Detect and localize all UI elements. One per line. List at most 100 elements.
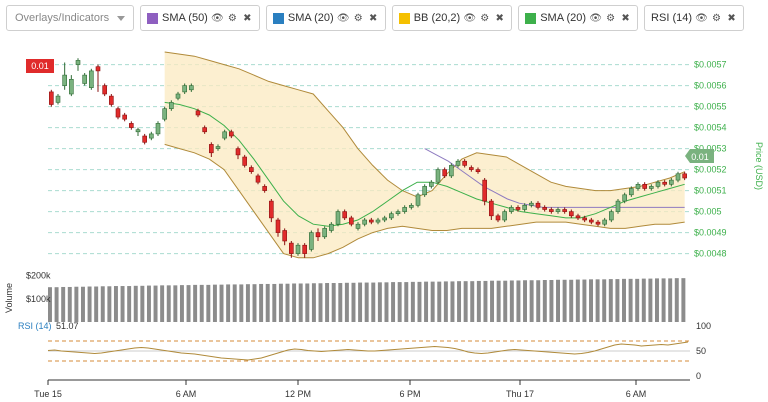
x-tick-label: 6 AM	[176, 389, 197, 399]
volume-bar	[318, 283, 323, 322]
volume-bar	[463, 281, 468, 322]
volume-bar	[450, 281, 455, 322]
candle-body	[169, 102, 174, 110]
volume-bar	[179, 285, 184, 322]
candle-body	[69, 78, 74, 95]
volume-bar	[48, 287, 52, 322]
candle-body	[129, 123, 134, 128]
indicator-chip-bb[interactable]: BB (20,2) 👁 ⚙ ✖	[391, 5, 513, 31]
indicator-chip-rsi[interactable]: RSI (14) 👁 ⚙ ✖	[644, 5, 745, 31]
volume-bar	[562, 279, 567, 322]
candle-body	[229, 131, 234, 137]
candle-body	[375, 219, 381, 223]
volume-bar	[100, 286, 105, 322]
volume-tick-label: $100k	[26, 294, 51, 304]
candle-body	[462, 160, 467, 166]
color-swatch	[525, 12, 537, 24]
bollinger-lower-line	[164, 143, 685, 259]
candle-body	[102, 85, 107, 95]
candle-body	[329, 223, 334, 231]
candle-body	[149, 133, 154, 139]
candle-body	[455, 160, 461, 166]
volume-bar	[54, 287, 59, 322]
candle-body	[335, 211, 341, 225]
left-price-badge-text: 0.01	[31, 61, 49, 71]
eye-icon[interactable]: 👁	[463, 12, 477, 24]
volume-bar	[674, 278, 679, 322]
volume-bar	[589, 279, 593, 322]
x-tick-label: Tue 15	[34, 389, 62, 399]
volume-bar	[278, 283, 283, 322]
indicator-label: RSI (14)	[651, 12, 693, 24]
volume-bar	[536, 280, 541, 322]
indicator-chip-sma50[interactable]: SMA (50) 👁 ⚙ ✖	[140, 5, 260, 31]
volume-bar	[259, 283, 264, 322]
candle-body	[382, 217, 387, 221]
indicator-label: BB (20,2)	[413, 12, 461, 24]
candle-body	[495, 215, 501, 221]
candle-body	[429, 181, 434, 187]
volume-bar	[186, 285, 191, 322]
close-icon[interactable]: ✖	[369, 12, 378, 24]
volume-tick-label: $200k	[26, 271, 51, 281]
volume-bar	[391, 282, 396, 322]
candle-body	[115, 108, 121, 118]
volume-bar	[615, 279, 620, 322]
candle-body	[209, 144, 214, 154]
candle-body	[402, 207, 407, 212]
candle-body	[669, 179, 674, 185]
volume-bar	[272, 283, 277, 322]
volume-bar	[107, 286, 112, 322]
volume-axis-title: Volume	[4, 283, 14, 313]
eye-icon[interactable]: 👁	[589, 12, 602, 24]
indicator-chip-sma20-green[interactable]: SMA (20) 👁 ⚙ ✖	[518, 5, 639, 31]
candle-body	[302, 244, 307, 254]
candle-body	[109, 95, 114, 105]
gear-icon[interactable]: ⚙	[712, 12, 721, 24]
candle-body	[89, 70, 94, 89]
volume-bar	[384, 282, 389, 322]
x-tick-label: 6 PM	[399, 389, 420, 399]
volume-bar	[569, 279, 574, 322]
candle-body	[222, 131, 227, 139]
gear-icon[interactable]: ⚙	[606, 12, 616, 24]
close-icon[interactable]: ✖	[727, 12, 736, 24]
volume-bar	[325, 283, 330, 322]
gear-icon[interactable]: ⚙	[227, 12, 237, 24]
volume-bar	[239, 284, 244, 322]
volume-bar	[133, 285, 138, 322]
eye-icon[interactable]: 👁	[211, 12, 224, 24]
x-tick-label: Thu 17	[506, 389, 534, 399]
volume-bar	[206, 284, 211, 322]
gear-icon[interactable]: ⚙	[480, 12, 490, 24]
color-swatch	[398, 12, 410, 24]
close-icon[interactable]: ✖	[243, 12, 252, 24]
volume-bar	[245, 284, 250, 322]
close-icon[interactable]: ✖	[621, 12, 630, 24]
volume-bar	[681, 278, 686, 322]
volume-bar	[424, 281, 429, 322]
volume-bar	[120, 286, 125, 322]
price-tick-label: $0.0054	[694, 123, 727, 133]
close-icon[interactable]: ✖	[495, 12, 504, 24]
volume-bar	[364, 282, 369, 322]
sma50-line	[424, 148, 685, 208]
volume-bar	[490, 280, 495, 322]
candle-body	[602, 219, 607, 225]
indicator-chip-sma20-blue[interactable]: SMA (20) 👁 ⚙ ✖	[265, 5, 386, 31]
candle-body	[535, 202, 541, 208]
volume-bar	[265, 283, 270, 322]
candle-body	[655, 181, 661, 187]
candle-body	[615, 200, 621, 212]
chart-area[interactable]: $0.0057 $0.0056 $0.0055 $0.0054 $0.0053 $0.00…	[0, 36, 768, 402]
candle-body	[322, 228, 327, 238]
price-chart-svg[interactable]: $0.0057 $0.0056 $0.0055 $0.0054 $0.0053 $0.00…	[0, 36, 768, 402]
volume-bar	[113, 286, 118, 322]
price-tick-label: $0.0052	[694, 165, 727, 175]
volume-bar	[641, 278, 646, 322]
overlays-indicators-dropdown[interactable]: Overlays/Indicators	[6, 5, 134, 31]
gear-icon[interactable]: ⚙	[353, 12, 363, 24]
eye-icon[interactable]: 👁	[336, 12, 350, 24]
rsi-tick-label: 0	[696, 371, 701, 381]
eye-icon[interactable]: 👁	[695, 12, 708, 24]
